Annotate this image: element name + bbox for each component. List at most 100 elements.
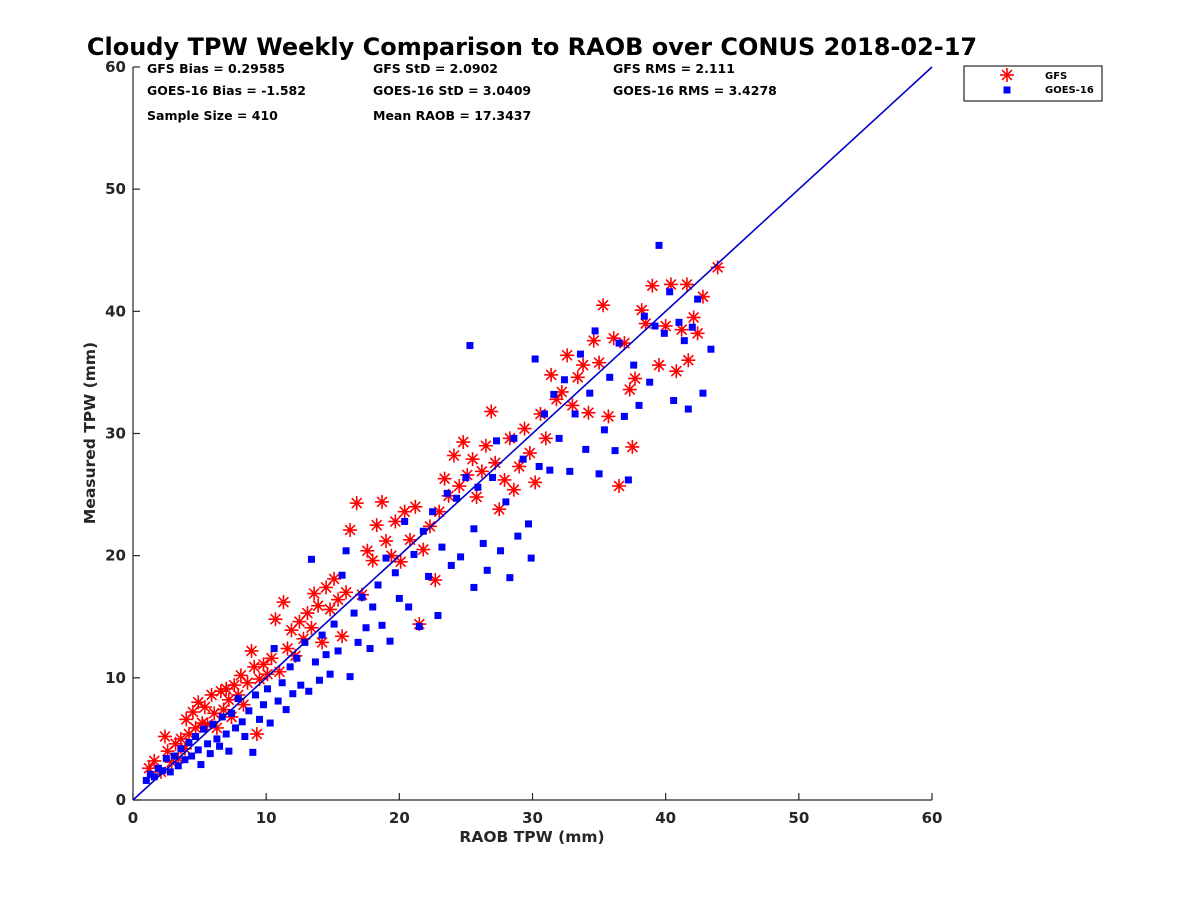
goes16-point <box>174 762 182 770</box>
goes16-point <box>166 768 174 776</box>
goes16-point <box>293 654 301 662</box>
gfs-point <box>570 370 585 385</box>
goes16-point <box>218 713 226 721</box>
gfs-point <box>307 586 322 601</box>
gfs-point <box>544 367 559 382</box>
x-axis-label: RAOB TPW (mm) <box>459 828 604 846</box>
y-tick-label: 0 <box>116 791 126 809</box>
goes16-point <box>600 426 608 434</box>
gfs-point <box>244 643 259 658</box>
stat-goes-bias: GOES-16 Bias = -1.582 <box>147 83 306 98</box>
goes16-point <box>497 547 505 555</box>
stat-gfs-bias: GFS Bias = 0.29585 <box>147 61 285 76</box>
goes16-point <box>483 566 491 574</box>
goes16-point <box>640 312 648 320</box>
gfs-point <box>240 675 255 690</box>
goes16-point <box>225 747 233 755</box>
x-tick-label: 20 <box>389 809 410 827</box>
goes16-point <box>680 337 688 345</box>
gfs-point <box>284 623 299 638</box>
gfs-point <box>652 358 667 373</box>
goes16-point <box>249 748 257 756</box>
goes16-point <box>256 715 264 723</box>
stat-goes-std: GOES-16 StD = 3.0409 <box>373 83 531 98</box>
goes16-point <box>479 539 487 547</box>
gfs-point <box>339 585 354 600</box>
goes16-point <box>666 288 674 296</box>
x-tick-label: 0 <box>128 809 138 827</box>
goes16-point <box>216 742 224 750</box>
gfs-point <box>437 471 452 486</box>
gfs-point <box>393 554 408 569</box>
gfs-point <box>592 355 607 370</box>
goes16-point <box>305 687 313 695</box>
goes16-point <box>457 553 465 561</box>
gfs-point <box>586 333 601 348</box>
x-tick-label: 40 <box>655 809 676 827</box>
gfs-point <box>686 310 701 325</box>
gfs-point <box>554 384 569 399</box>
gfs-point <box>319 580 334 595</box>
gfs-point <box>349 496 364 511</box>
goes16-point <box>200 725 208 733</box>
y-tick-label: 20 <box>105 547 126 565</box>
goes16-point <box>630 361 638 369</box>
goes16-point <box>514 532 522 540</box>
goes16-point <box>192 732 200 740</box>
gfs-point <box>369 518 384 533</box>
goes16-point <box>177 745 185 753</box>
goes16-point <box>489 473 497 481</box>
gfs-point <box>375 494 390 509</box>
goes16-point <box>278 679 286 687</box>
goes16-point <box>170 752 178 760</box>
goes16-point <box>354 638 362 646</box>
gfs-point <box>304 620 319 635</box>
gfs-point <box>292 614 307 629</box>
stat-mean-raob: Mean RAOB = 17.3437 <box>373 108 531 123</box>
gfs-point <box>402 532 417 547</box>
gfs-point <box>517 421 532 436</box>
gfs-point <box>249 727 264 742</box>
gfs-point <box>469 490 484 505</box>
goes16-point <box>311 658 319 666</box>
goes16-point <box>350 609 358 617</box>
goes16-point <box>382 554 390 562</box>
gfs-point <box>397 504 412 519</box>
goes16-point <box>369 603 377 611</box>
legend-marker-goes16 <box>1003 86 1011 94</box>
goes16-point <box>315 676 323 684</box>
x-ticks: 0 10 20 30 40 50 60 <box>128 793 942 827</box>
goes16-point <box>154 764 162 772</box>
goes16-point <box>322 651 330 659</box>
goes16-point <box>289 690 297 698</box>
gfs-point <box>408 499 423 514</box>
goes16-point <box>470 525 478 533</box>
gfs-point <box>422 519 437 534</box>
y-axis-label: Measured TPW (mm) <box>81 342 99 524</box>
goes16-point <box>519 455 527 463</box>
goes16-point <box>670 397 678 405</box>
goes16-point <box>434 612 442 620</box>
goes16-point <box>338 571 346 579</box>
chart-title: Cloudy TPW Weekly Comparison to RAOB ove… <box>87 33 977 61</box>
y-tick-label: 10 <box>105 669 126 687</box>
goes16-point <box>232 724 240 732</box>
gfs-point <box>268 612 283 627</box>
goes16-point <box>405 603 413 611</box>
goes16-point <box>238 718 246 726</box>
gfs-point <box>576 358 591 373</box>
goes16-point <box>410 550 418 558</box>
goes16-point <box>694 295 702 303</box>
goes16-point <box>330 620 338 628</box>
legend-marker-gfs <box>1000 68 1014 82</box>
gfs-point <box>264 651 279 666</box>
goes16-point <box>228 709 236 717</box>
legend-asterisk <box>1000 68 1014 82</box>
goes16-point <box>624 476 632 484</box>
gfs-point <box>669 364 684 379</box>
goes16-point <box>206 750 214 758</box>
goes16-point <box>252 691 260 699</box>
goes16-point <box>245 707 253 715</box>
goes16-point <box>655 241 663 249</box>
goes16-point <box>688 323 696 331</box>
